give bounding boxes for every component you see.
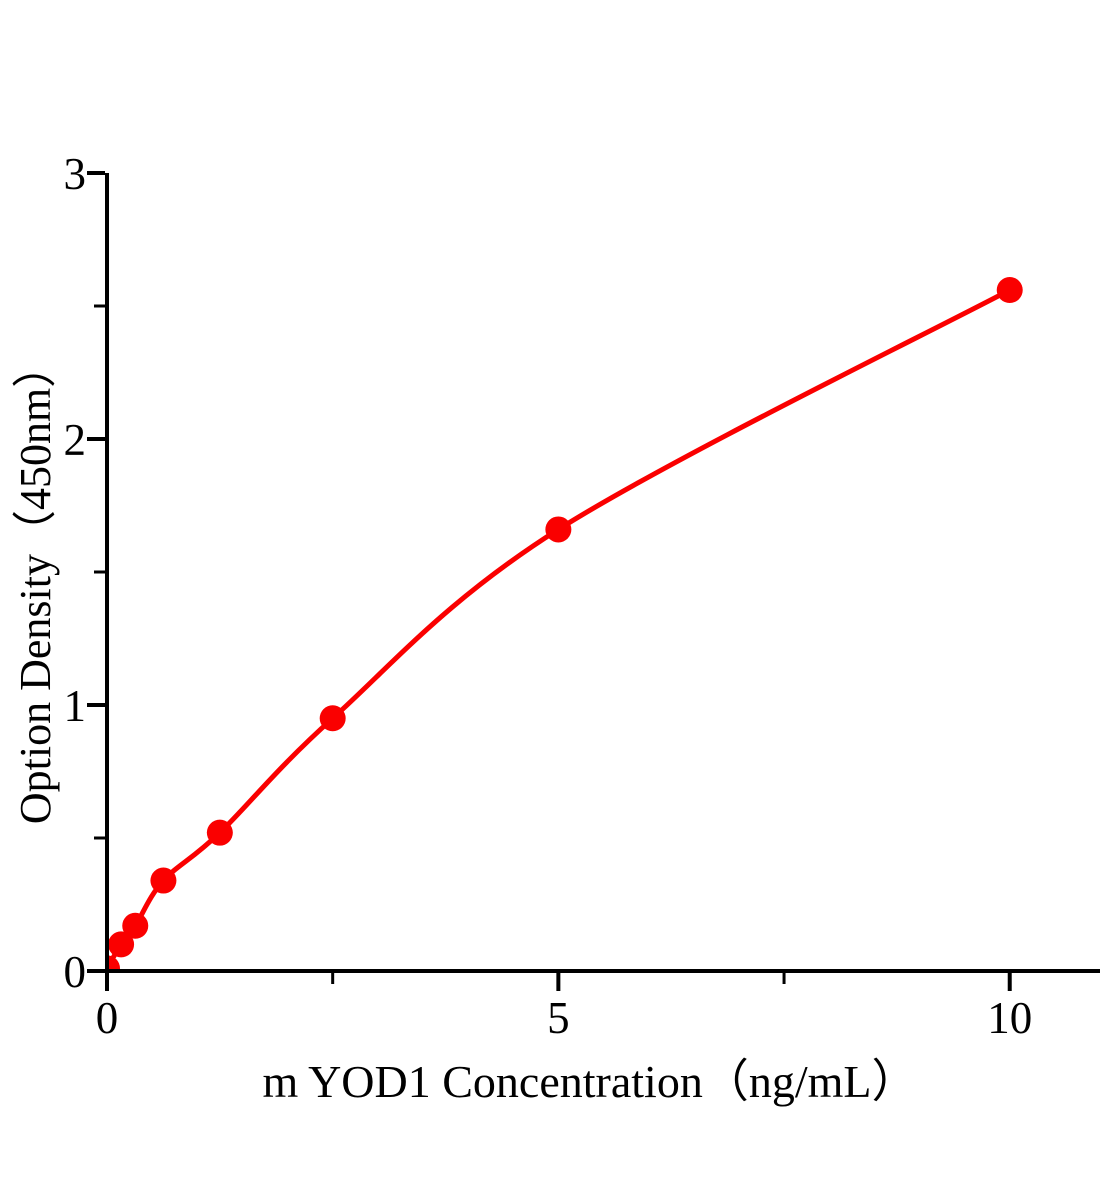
data-point-marker [122,912,149,939]
y-tick-label: 1 [64,681,87,731]
data-point-marker [109,955,120,969]
tick-layer [87,171,1012,991]
data-point-marker [206,819,233,846]
data-series-layer [109,277,1023,969]
x-axis-title: m YOD1 Concentration（ng/mL） [263,1056,918,1107]
data-point-marker [150,867,177,894]
y-tick-label: 2 [64,415,87,465]
data-point-marker [319,705,346,732]
x-tick-label: 10 [987,993,1032,1043]
y-tick-label: 0 [64,947,87,997]
data-point-marker [109,931,135,958]
tick-label-layer: 0 5 10 0 1 2 3 [64,149,1033,1043]
data-point-marker [996,277,1023,304]
axes-layer [105,173,1100,973]
axis-lines [105,173,1100,973]
standard-curve-line [109,287,1013,969]
x-tick-label: 5 [547,993,570,1043]
y-axis-title: Option Density（450nm） [11,344,60,824]
x-tick-label: 0 [96,993,119,1043]
y-tick-label: 3 [64,149,87,199]
data-point-marker [545,516,572,543]
